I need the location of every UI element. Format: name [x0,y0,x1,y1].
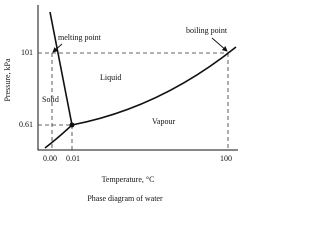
phase-diagram: melting point boiling point 101 0.61 Pre… [3,5,238,203]
annotation: melting point [58,33,102,42]
vaporization-curve [71,46,237,126]
melting-curve [49,11,73,126]
x-axis-label: Temperature, °C [102,175,155,184]
x-tick-label: 0.01 [66,154,80,163]
y-tick-label: 0.61 [19,120,33,129]
x-tick-label: 100 [220,154,232,163]
region-label: Vapour [152,117,175,126]
region-label: Solid [42,95,59,104]
y-tick-label: 101 [21,48,33,57]
annotation: boiling point [186,26,228,35]
region-label: Liquid [100,73,121,82]
sublimation-curve [44,124,73,149]
y-axis-label: Pressure, kPa [3,58,12,102]
arrow [211,37,228,52]
arrow [52,43,63,53]
caption: Phase diagram of water [87,194,163,203]
x-tick-label: 0.00 [43,154,57,163]
triple-point [69,122,75,128]
